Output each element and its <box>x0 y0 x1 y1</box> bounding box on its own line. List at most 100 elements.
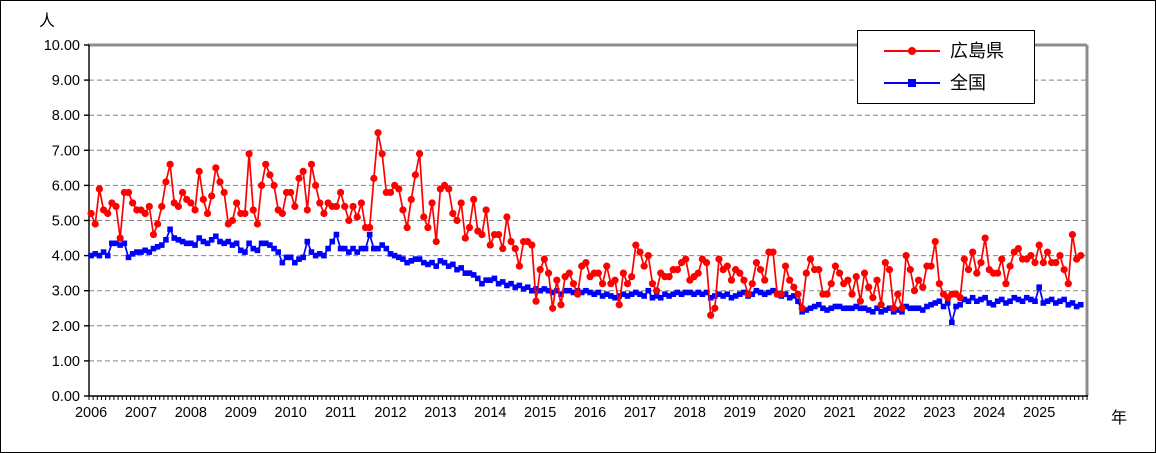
data-point-0 <box>212 164 220 172</box>
data-point-0 <box>740 276 748 284</box>
legend-label-hiroshima: 広島県 <box>950 41 1004 61</box>
data-point-1 <box>845 305 851 312</box>
data-point-1 <box>624 293 631 299</box>
data-point-0 <box>598 280 607 288</box>
data-point-1 <box>549 289 556 296</box>
data-point-1 <box>974 298 980 305</box>
data-point-1 <box>545 287 552 294</box>
data-point-0 <box>619 269 627 277</box>
data-point-1 <box>233 240 240 247</box>
data-point-1 <box>965 298 972 305</box>
data-point-0 <box>253 220 262 228</box>
x-axis-unit-label: 年 <box>1111 410 1128 427</box>
data-point-1 <box>296 256 302 262</box>
data-point-0 <box>503 213 511 221</box>
data-point-1 <box>279 259 286 266</box>
data-point-0 <box>873 276 881 284</box>
data-point-1 <box>699 291 706 298</box>
data-point-1 <box>824 307 830 313</box>
data-point-0 <box>790 283 798 291</box>
data-point-0 <box>623 280 632 288</box>
data-point-1 <box>183 240 190 247</box>
data-point-0 <box>902 252 910 260</box>
data-point-0 <box>744 290 752 298</box>
data-point-0 <box>316 199 324 207</box>
data-point-0 <box>536 266 544 274</box>
blue-square-marker-icon <box>908 79 916 87</box>
data-point-1 <box>886 305 893 312</box>
data-point-1 <box>786 294 793 301</box>
data-point-0 <box>919 283 927 291</box>
data-point-0 <box>370 174 378 182</box>
data-point-1 <box>982 294 988 301</box>
data-point-0 <box>154 220 162 228</box>
legend-item-hiroshima: 広島県 <box>858 38 1034 64</box>
data-point-1 <box>246 240 252 247</box>
data-point-1 <box>961 296 968 303</box>
x-year-label: 2017 <box>624 405 656 421</box>
data-point-1 <box>957 301 963 308</box>
data-point-1 <box>612 294 618 301</box>
data-point-0 <box>673 266 682 274</box>
x-year-label: 2022 <box>873 405 905 421</box>
x-year-label: 2015 <box>524 405 556 421</box>
y-tick-label: 10.00 <box>44 38 80 54</box>
data-point-0 <box>262 160 270 168</box>
data-point-1 <box>936 298 943 305</box>
data-point-0 <box>341 202 349 211</box>
data-point-1 <box>358 245 365 252</box>
data-point-1 <box>333 231 340 238</box>
data-point-1 <box>670 291 677 298</box>
data-point-0 <box>898 304 906 312</box>
data-point-1 <box>969 294 976 301</box>
data-point-0 <box>249 206 257 214</box>
data-point-0 <box>727 276 736 284</box>
data-point-1 <box>337 245 344 252</box>
data-point-1 <box>562 287 568 294</box>
data-point-1 <box>354 249 361 255</box>
data-point-1 <box>599 293 606 299</box>
y-tick-label: 1.00 <box>52 354 80 370</box>
data-point-1 <box>154 244 161 250</box>
data-point-0 <box>665 273 673 281</box>
data-point-0 <box>723 262 731 270</box>
data-point-0 <box>478 230 486 239</box>
data-point-1 <box>117 242 123 248</box>
data-point-0 <box>420 213 428 221</box>
data-point-1 <box>724 291 731 298</box>
data-point-1 <box>271 245 277 252</box>
data-point-1 <box>325 245 331 252</box>
data-point-0 <box>914 276 923 284</box>
data-point-1 <box>682 289 689 296</box>
x-year-label: 2020 <box>774 405 806 421</box>
data-point-0 <box>245 150 253 158</box>
data-point-0 <box>432 237 440 246</box>
x-year-label: 2013 <box>424 405 456 421</box>
data-point-0 <box>428 199 436 207</box>
data-point-1 <box>524 284 531 290</box>
data-point-0 <box>594 269 602 277</box>
data-point-0 <box>112 202 120 211</box>
data-point-1 <box>475 275 481 282</box>
data-point-1 <box>662 291 668 298</box>
data-point-1 <box>379 242 385 248</box>
data-point-1 <box>445 263 452 269</box>
data-point-0 <box>802 269 810 277</box>
data-point-1 <box>287 254 294 261</box>
data-point-1 <box>620 291 627 298</box>
data-point-1 <box>142 247 148 254</box>
data-point-1 <box>1028 296 1034 303</box>
data-point-1 <box>1040 300 1047 306</box>
data-point-1 <box>371 245 377 252</box>
data-point-1 <box>649 294 656 301</box>
data-point-1 <box>512 284 519 290</box>
data-point-1 <box>1003 300 1009 306</box>
x-year-label: 2007 <box>125 405 157 421</box>
data-point-0 <box>336 188 345 197</box>
data-point-0 <box>532 297 540 305</box>
data-point-1 <box>125 254 132 261</box>
data-point-0 <box>95 185 103 193</box>
data-point-0 <box>91 220 99 228</box>
data-point-0 <box>831 262 840 270</box>
data-point-0 <box>869 294 877 302</box>
